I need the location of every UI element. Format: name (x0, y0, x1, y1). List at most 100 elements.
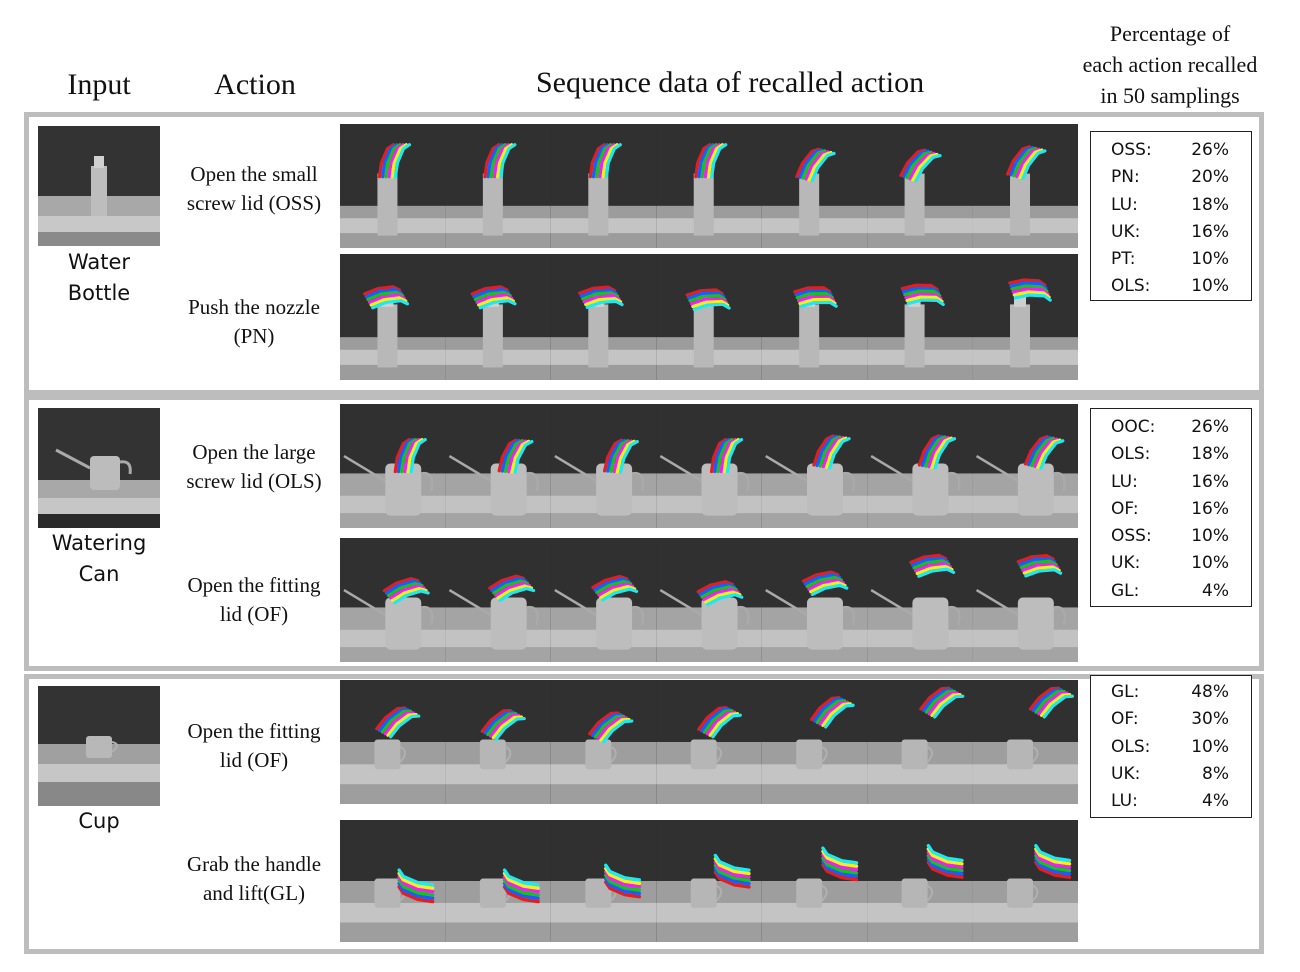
hand-skeleton (926, 844, 964, 879)
hand-skeleton (588, 143, 622, 179)
percentage-row: LU: 16% (1091, 470, 1251, 497)
percentage-row: PT: 10% (1091, 247, 1251, 274)
hand-skeleton (909, 553, 956, 578)
scene-frame (761, 538, 868, 662)
hand-skeleton (1028, 686, 1075, 719)
action-label-gl: Grab the handle and lift(GL) (174, 850, 334, 908)
action-code: LU: (1111, 471, 1138, 492)
object-name-line2: Bottle (67, 281, 131, 305)
sequence-strip-of-can (340, 538, 1078, 662)
action-percent: 10% (1191, 736, 1229, 757)
scene-frame (867, 538, 973, 662)
hand-skeleton (793, 286, 838, 309)
scene-frame (972, 820, 1078, 942)
scene-frame (867, 680, 973, 804)
hand-skeleton (809, 696, 855, 729)
header-sequence: Sequence data of recalled action (535, 66, 925, 99)
action-line1: Grab the handle (186, 852, 322, 876)
sequence-strip-pn (340, 254, 1078, 380)
percentage-box-cup: GL: 48% OF: 30% OLS: 10% UK: 8% LU: 4% (1090, 675, 1252, 818)
header-percentage-line3: in 50 samplings (1100, 83, 1240, 108)
hand-skeleton (900, 283, 945, 307)
hand-skeleton (1016, 554, 1063, 578)
sequence-strip-ols (340, 404, 1078, 528)
action-code: OLS: (1111, 736, 1151, 757)
hand-skeleton (470, 285, 517, 310)
input-image-watering-can (38, 408, 160, 528)
action-percent: 26% (1191, 417, 1229, 437)
object-name-line1: Water (67, 250, 131, 274)
percentage-row: OSS: 26% (1091, 138, 1251, 165)
action-code: OSS: (1111, 526, 1152, 547)
hand-skeleton (397, 868, 435, 904)
hand-skeleton (382, 577, 430, 605)
action-line2: screw lid (OSS) (186, 191, 322, 215)
action-code: OF: (1111, 709, 1139, 730)
action-line1: Push the nozzle (188, 295, 320, 319)
percentage-box-watering-can: OOC: 26% OLS: 18% LU: 16% OF: 16% OSS: 10% UK… (1090, 408, 1252, 607)
sequence-strip-oss (340, 124, 1078, 248)
percentage-row: PN: 20% (1091, 165, 1251, 192)
action-code: OLS: (1111, 276, 1151, 297)
hand-skeleton (375, 706, 421, 739)
scene-frame (550, 254, 657, 380)
object-name-line1: Cup (78, 809, 120, 833)
percentage-row: LU: 4% (1091, 789, 1251, 816)
scene-frame (972, 680, 1078, 804)
scene-frame (761, 680, 868, 804)
action-percent: 4% (1202, 791, 1229, 812)
object-name-line2: Can (78, 562, 120, 586)
scene-frame (867, 820, 973, 942)
hand-skeleton (899, 148, 942, 183)
action-percent: 16% (1191, 471, 1229, 492)
scene-frame (761, 820, 868, 942)
hand-skeleton (483, 143, 517, 179)
hand-skeleton (480, 708, 526, 741)
percentage-row: OF: 16% (1091, 497, 1251, 524)
action-percent: 10% (1191, 276, 1229, 297)
action-percent: 4% (1202, 580, 1229, 601)
hand-skeleton (578, 285, 624, 309)
object-name-line1: Watering (51, 531, 147, 555)
scene-frame (550, 538, 657, 662)
scene-frame (340, 680, 446, 804)
percentage-row: OLS: 10% (1091, 274, 1251, 301)
percentage-row: OF: 30% (1091, 707, 1251, 734)
action-line2: lid (OF) (219, 748, 289, 772)
scene-frame (867, 254, 973, 380)
hand-skeleton (1034, 844, 1072, 879)
hand-skeleton (697, 706, 742, 739)
hand-skeleton (1023, 435, 1065, 470)
scene-frame (340, 820, 446, 942)
hand-skeleton (377, 143, 412, 179)
action-code: OLS: (1111, 444, 1151, 465)
action-code: GL: (1111, 580, 1140, 601)
action-label-of: Open the fitting lid (OF) (174, 571, 334, 629)
hand-skeleton (696, 580, 744, 607)
scene-frame (656, 820, 762, 942)
action-label-pn: Push the nozzle (PN) (174, 293, 334, 351)
action-line1: Open the small (190, 162, 318, 186)
action-code: OF: (1111, 498, 1139, 519)
action-line2: screw lid (OLS) (186, 469, 322, 493)
percentage-row: GL: 48% (1091, 680, 1251, 707)
action-percent: 26% (1191, 140, 1229, 160)
hand-skeleton (1008, 278, 1052, 302)
percentage-row: OSS: 10% (1091, 524, 1251, 551)
scene-frame (761, 124, 868, 248)
action-code: UK: (1111, 553, 1141, 574)
hand-skeleton (393, 437, 427, 474)
action-code: OOC: (1111, 417, 1156, 437)
percentage-row: UK: 10% (1091, 551, 1251, 578)
scene-frame (340, 254, 446, 380)
object-label-cup: Cup (38, 806, 160, 837)
hand-skeleton (1006, 145, 1047, 180)
action-line1: Open the fitting (187, 573, 321, 597)
action-line2: and lift(GL) (202, 881, 306, 905)
scene-frame (656, 538, 762, 662)
hand-skeleton (694, 143, 728, 179)
hand-skeleton (588, 711, 634, 744)
header-percentage-line2: each action recalled (1082, 52, 1258, 77)
action-percent: 18% (1191, 194, 1229, 215)
scene-frame (656, 680, 762, 804)
